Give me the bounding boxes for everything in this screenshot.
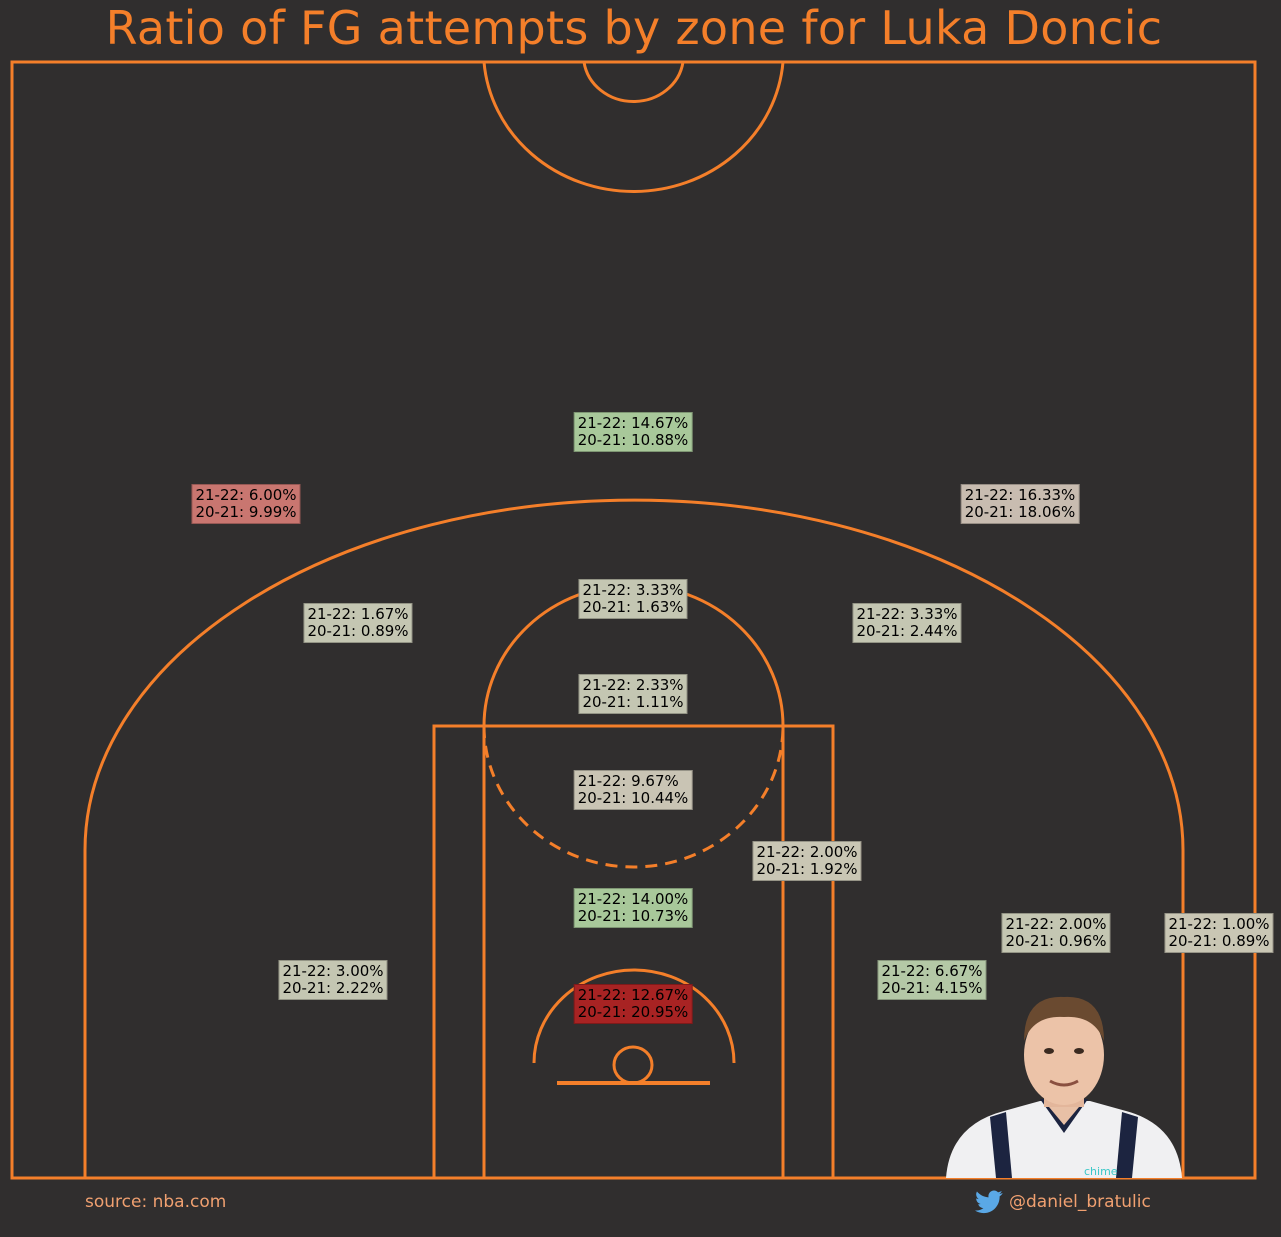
halfcourt-circle-inner xyxy=(582,61,685,103)
zone-value-2122: 21-22: 9.67% xyxy=(577,772,679,790)
zone-value-2021: 20-21: 0.89% xyxy=(307,622,409,640)
free-throw-circle-bottom xyxy=(482,725,785,869)
zone-value-2021: 20-21: 10.73% xyxy=(577,907,689,925)
zone-value-2021: 20-21: 2.44% xyxy=(856,622,958,640)
zone-value-2021: 20-21: 1.92% xyxy=(756,860,858,878)
zone-value-2122: 21-22: 2.00% xyxy=(756,843,858,861)
outer-lane xyxy=(432,724,835,1180)
zone-value-2122: 21-22: 1.00% xyxy=(1168,915,1270,933)
zone-value-2122: 21-22: 3.00% xyxy=(282,962,384,980)
zone-label-left-wing-above-break-3: 21-22: 6.00% 20-21: 9.99% xyxy=(191,484,301,524)
zone-value-2021: 20-21: 0.96% xyxy=(1005,932,1107,950)
zone-label-left-wing-midrange: 21-22: 1.67% 20-21: 0.89% xyxy=(303,603,413,643)
zone-value-2021: 20-21: 0.89% xyxy=(1168,932,1270,950)
zone-label-left-baseline-mid: 21-22: 3.00% 20-21: 2.22% xyxy=(278,960,388,1000)
twitter-credit[interactable]: @daniel_bratulic xyxy=(975,1190,1151,1214)
zone-label-paint-non-ra: 21-22: 14.00% 20-21: 10.73% xyxy=(573,888,693,928)
zone-value-2021: 20-21: 2.22% xyxy=(282,979,384,997)
zone-label-restricted-area: 21-22: 12.67% 20-21: 20.95% xyxy=(573,984,693,1024)
basket-rim xyxy=(612,1045,654,1085)
player-photo: chime xyxy=(946,996,1182,1178)
zone-label-top-above-break-3: 21-22: 14.67% 20-21: 10.88% xyxy=(573,412,693,452)
zone-value-2122: 21-22: 3.33% xyxy=(856,605,958,623)
zone-label-free-throw-line: 21-22: 2.33% 20-21: 1.11% xyxy=(578,674,688,714)
twitter-handle-text: @daniel_bratulic xyxy=(1009,1192,1151,1212)
halfcourt-circle-outer xyxy=(482,61,785,193)
zone-value-2021: 20-21: 10.88% xyxy=(577,431,689,449)
three-point-arc xyxy=(83,498,1185,851)
zone-label-right-wing-above-break-3: 21-22: 16.33% 20-21: 18.06% xyxy=(960,484,1080,524)
zone-value-2021: 20-21: 1.11% xyxy=(582,693,684,711)
zone-value-2021: 20-21: 18.06% xyxy=(964,503,1076,521)
source-label: source: nba.com xyxy=(85,1192,227,1212)
zone-value-2122: 21-22: 6.67% xyxy=(881,962,983,980)
zone-value-2122: 21-22: 3.33% xyxy=(582,581,684,599)
zone-value-2122: 21-22: 12.67% xyxy=(577,986,689,1004)
zone-value-2122: 21-22: 2.00% xyxy=(1005,915,1107,933)
zone-value-2021: 20-21: 9.99% xyxy=(195,503,297,521)
svg-text:chime: chime xyxy=(1084,1165,1118,1178)
zone-value-2021: 20-21: 10.44% xyxy=(577,789,689,807)
twitter-icon xyxy=(975,1190,1003,1214)
zone-label-right-corner-3: 21-22: 1.00% 20-21: 0.89% xyxy=(1164,913,1274,953)
zone-label-right-wing-midrange: 21-22: 3.33% 20-21: 2.44% xyxy=(852,603,962,643)
restricted-area-arc xyxy=(532,968,736,1064)
chart-title: Ratio of FG attempts by zone for Luka Do… xyxy=(105,1,1163,55)
zone-label-right-elbow-baseline-mid: 21-22: 2.00% 20-21: 1.92% xyxy=(752,841,862,881)
zone-value-2122: 21-22: 6.00% xyxy=(195,486,297,504)
zone-value-2122: 21-22: 14.00% xyxy=(577,890,689,908)
zone-value-2021: 20-21: 1.63% xyxy=(582,598,684,616)
zone-value-2122: 21-22: 16.33% xyxy=(964,486,1076,504)
zone-value-2021: 20-21: 20.95% xyxy=(577,1003,689,1021)
zone-value-2122: 21-22: 2.33% xyxy=(582,676,684,694)
zone-label-right-baseline-mid-deep: 21-22: 2.00% 20-21: 0.96% xyxy=(1001,913,1111,953)
zone-value-2122: 21-22: 14.67% xyxy=(577,414,689,432)
zone-label-paint-upper: 21-22: 9.67% 20-21: 10.44% xyxy=(573,770,693,810)
zone-label-right-baseline-mid: 21-22: 6.67% 20-21: 4.15% xyxy=(877,960,987,1000)
zone-label-top-key-midrange: 21-22: 3.33% 20-21: 1.63% xyxy=(578,579,688,619)
zone-value-2122: 21-22: 1.67% xyxy=(307,605,409,623)
zone-value-2021: 20-21: 4.15% xyxy=(881,979,983,997)
